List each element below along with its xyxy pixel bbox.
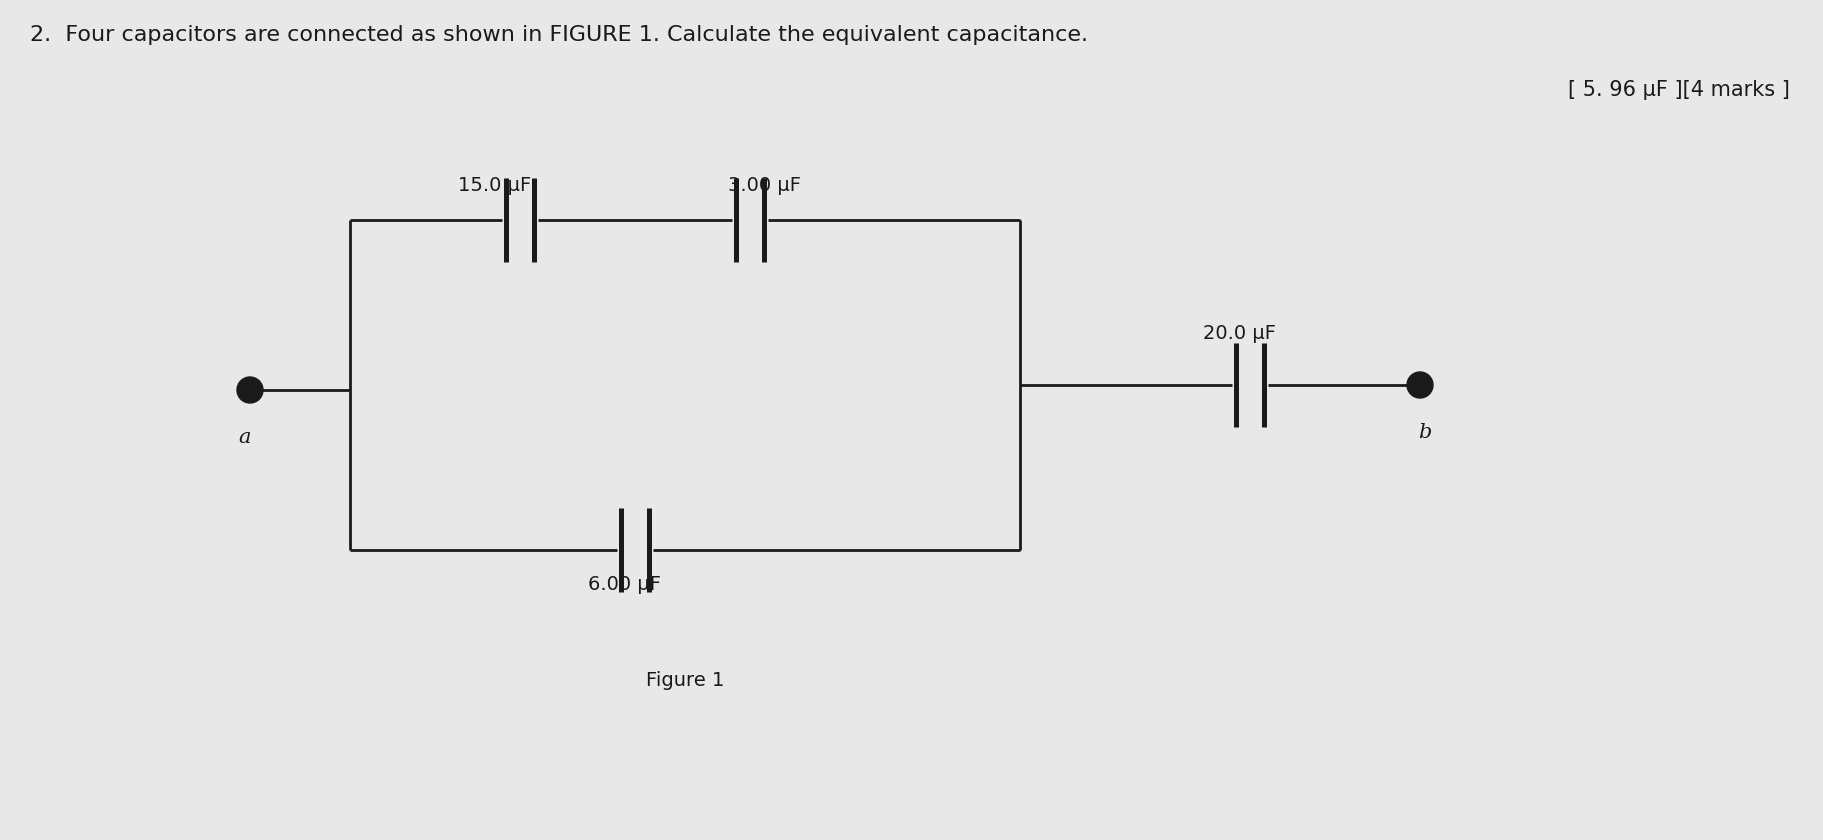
Circle shape	[1406, 372, 1433, 398]
Text: [ 5. 96 μF ][4 marks ]: [ 5. 96 μF ][4 marks ]	[1568, 80, 1788, 100]
Text: 3.00 μF: 3.00 μF	[727, 176, 800, 195]
Text: b: b	[1418, 423, 1431, 442]
Circle shape	[237, 377, 263, 403]
Text: 15.0 μF: 15.0 μF	[458, 176, 530, 195]
Text: 2.  Four capacitors are connected as shown in FIGURE 1. Calculate the equivalent: 2. Four capacitors are connected as show…	[29, 25, 1087, 45]
Text: 6.00 μF: 6.00 μF	[589, 575, 662, 594]
Text: Figure 1: Figure 1	[645, 670, 724, 690]
Text: a: a	[239, 428, 252, 447]
Text: 20.0 μF: 20.0 μF	[1203, 324, 1276, 343]
